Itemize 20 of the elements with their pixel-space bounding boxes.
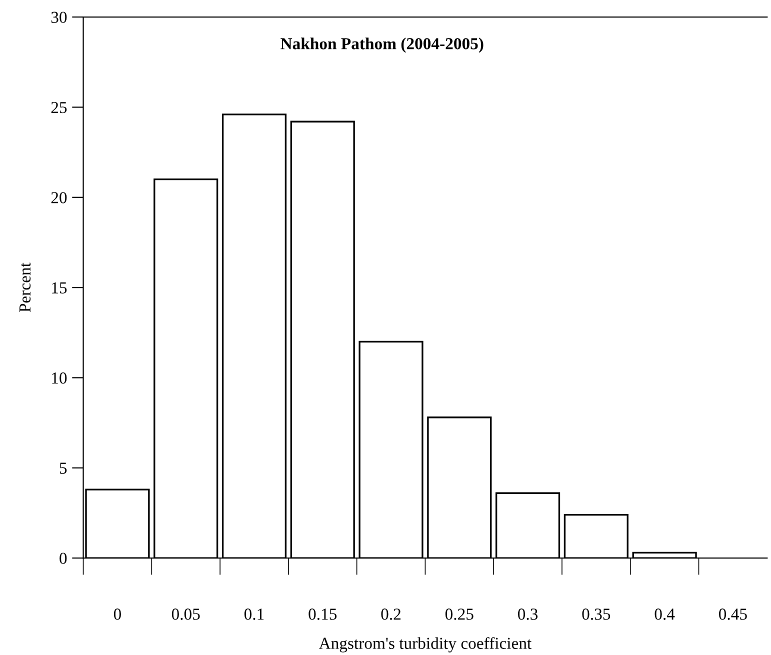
y-tick-label: 10 <box>52 372 67 384</box>
x-tick-label: 0.05 <box>172 608 200 620</box>
y-tick-label: 5 <box>60 462 67 474</box>
x-tick-label: 0.35 <box>582 608 610 620</box>
x-axis-title: Angstrom's turbidity coefficient <box>318 637 532 652</box>
x-tick-label: 0.25 <box>445 608 474 620</box>
y-tick-label: 20 <box>51 192 67 204</box>
y-axis-title: Percent <box>20 262 31 312</box>
x-tick-label: 0 <box>114 608 121 620</box>
y-tick-label: 0 <box>60 552 67 564</box>
x-tick-label: 0.15 <box>308 608 337 620</box>
x-tick-label: 0.3 <box>518 608 538 620</box>
x-tick-label: 0.4 <box>654 608 675 620</box>
x-tick-label: 0.45 <box>719 608 747 620</box>
x-tick-label: 0.2 <box>381 608 401 620</box>
x-tick-label: 0.1 <box>244 608 264 620</box>
y-tick-label: 25 <box>51 102 67 114</box>
y-tick-label: 30 <box>51 12 67 23</box>
y-tick-label: 15 <box>52 282 67 294</box>
text: Nakhon Pathom (2004-2005) <box>280 38 484 53</box>
